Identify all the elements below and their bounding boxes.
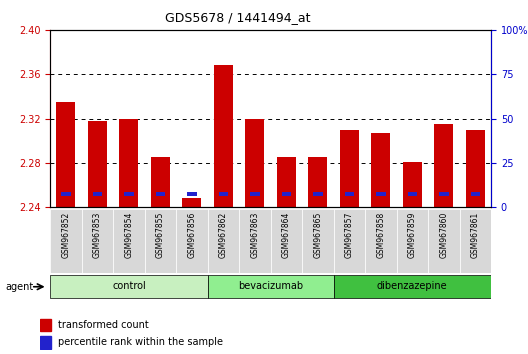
FancyBboxPatch shape <box>176 209 208 273</box>
FancyBboxPatch shape <box>334 209 365 273</box>
Bar <box>40 336 51 349</box>
Bar <box>93 192 102 196</box>
Bar <box>156 192 165 196</box>
FancyBboxPatch shape <box>397 209 428 273</box>
Bar <box>376 192 385 196</box>
Text: GSM967863: GSM967863 <box>250 212 259 258</box>
FancyBboxPatch shape <box>208 275 334 298</box>
Text: GSM967864: GSM967864 <box>282 212 291 258</box>
Bar <box>56 102 76 207</box>
Bar <box>371 133 390 207</box>
Bar <box>40 319 51 331</box>
FancyBboxPatch shape <box>50 209 82 273</box>
Bar <box>340 130 359 207</box>
FancyBboxPatch shape <box>428 209 459 273</box>
Bar <box>214 65 233 207</box>
Text: GDS5678 / 1441494_at: GDS5678 / 1441494_at <box>165 11 310 24</box>
Bar <box>88 121 107 207</box>
Text: GSM967852: GSM967852 <box>61 212 70 258</box>
Text: GSM967855: GSM967855 <box>156 212 165 258</box>
Text: control: control <box>112 281 146 291</box>
Text: transformed count: transformed count <box>58 320 148 330</box>
FancyBboxPatch shape <box>113 209 145 273</box>
Bar <box>308 157 327 207</box>
FancyBboxPatch shape <box>82 209 113 273</box>
FancyBboxPatch shape <box>239 209 270 273</box>
Text: GSM967859: GSM967859 <box>408 212 417 258</box>
Bar <box>124 192 134 196</box>
Text: GSM967865: GSM967865 <box>313 212 322 258</box>
Text: GSM967853: GSM967853 <box>93 212 102 258</box>
Bar <box>250 192 260 196</box>
Bar <box>435 124 453 207</box>
FancyBboxPatch shape <box>270 209 302 273</box>
Bar <box>466 130 485 207</box>
FancyBboxPatch shape <box>208 209 239 273</box>
Text: agent: agent <box>5 282 34 292</box>
Bar <box>151 157 170 207</box>
Bar <box>183 198 201 207</box>
Bar <box>119 119 138 207</box>
Bar <box>246 119 265 207</box>
Text: bevacizumab: bevacizumab <box>238 281 303 291</box>
Bar <box>313 192 323 196</box>
Bar <box>439 192 448 196</box>
Bar <box>187 192 196 196</box>
FancyBboxPatch shape <box>365 209 397 273</box>
Bar <box>408 192 417 196</box>
Text: GSM967858: GSM967858 <box>376 212 385 258</box>
Bar <box>470 192 480 196</box>
FancyBboxPatch shape <box>459 209 491 273</box>
FancyBboxPatch shape <box>302 209 334 273</box>
Text: GSM967861: GSM967861 <box>471 212 480 258</box>
Text: GSM967860: GSM967860 <box>439 212 448 258</box>
Bar <box>345 192 354 196</box>
Bar <box>219 192 228 196</box>
Text: GSM967856: GSM967856 <box>187 212 196 258</box>
FancyBboxPatch shape <box>334 275 491 298</box>
Text: percentile rank within the sample: percentile rank within the sample <box>58 337 223 347</box>
FancyBboxPatch shape <box>50 275 208 298</box>
Text: dibenzazepine: dibenzazepine <box>377 281 448 291</box>
Text: GSM967857: GSM967857 <box>345 212 354 258</box>
FancyBboxPatch shape <box>145 209 176 273</box>
Bar <box>281 192 291 196</box>
Bar <box>403 162 422 207</box>
Bar <box>61 192 71 196</box>
Text: GSM967854: GSM967854 <box>125 212 134 258</box>
Text: GSM967862: GSM967862 <box>219 212 228 258</box>
Bar <box>277 157 296 207</box>
